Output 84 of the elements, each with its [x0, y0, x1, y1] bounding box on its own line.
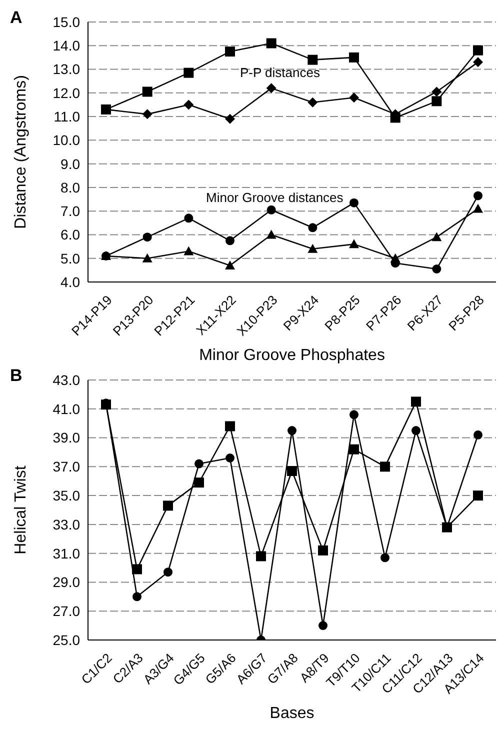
point [266, 38, 276, 48]
point [432, 232, 442, 242]
point [473, 204, 483, 213]
y-tick-label: 5.0 [60, 250, 80, 266]
point [184, 100, 194, 110]
point [142, 253, 152, 262]
y-axis-title: Helical Twist [12, 465, 30, 554]
y-tick-label: 14.0 [52, 38, 80, 54]
point [184, 214, 194, 223]
x-axis-title: Minor Groove Phosphates [199, 347, 385, 364]
y-tick-label: 39.0 [52, 430, 80, 446]
point [163, 500, 173, 511]
point [132, 564, 142, 574]
point [318, 545, 328, 556]
point [432, 96, 442, 106]
y-tick-label: 27.0 [52, 603, 80, 620]
y-tick-label: 35.0 [52, 488, 80, 504]
annotation: Minor Groove distances [206, 190, 344, 205]
point [349, 92, 359, 103]
chart-title: A [10, 8, 22, 28]
annotation: P-P distances [240, 65, 320, 80]
y-tick-label: 43.0 [52, 372, 80, 388]
point [164, 568, 172, 577]
point [266, 230, 276, 239]
point [226, 454, 234, 462]
y-tick-label: 33.0 [52, 516, 80, 532]
point [184, 68, 194, 78]
y-tick-label: 4.0 [60, 274, 80, 290]
y-tick-label: 41.0 [52, 400, 80, 417]
point [350, 410, 358, 420]
point [318, 621, 328, 630]
point [474, 430, 482, 440]
point [225, 114, 235, 124]
point [349, 52, 359, 62]
x-axis-title: Bases [270, 705, 314, 722]
point [142, 86, 152, 97]
point [142, 109, 152, 120]
y-tick-label: 25.0 [52, 632, 80, 648]
point [308, 223, 318, 232]
point [380, 553, 390, 562]
point [132, 592, 142, 602]
y-tick-label: 13.0 [52, 61, 80, 78]
point [308, 97, 318, 108]
y-tick-label: 29.0 [52, 574, 80, 590]
point [308, 54, 318, 65]
y-tick-label: 9.0 [60, 156, 80, 172]
y-tick-label: 15.0 [52, 14, 80, 30]
point [473, 45, 483, 56]
point [184, 246, 194, 256]
y-tick-label: 8.0 [60, 179, 80, 196]
point [349, 444, 359, 454]
point [226, 236, 234, 246]
point [350, 198, 358, 208]
point [349, 239, 359, 248]
y-tick-label: 11.0 [54, 108, 80, 125]
point [225, 260, 235, 270]
y-tick-label: 6.0 [60, 226, 80, 243]
point [432, 86, 442, 97]
y-tick-label: 10.0 [52, 132, 80, 148]
point [308, 244, 318, 253]
point [266, 205, 276, 214]
y-tick-label: 31.0 [52, 545, 80, 562]
y-tick-label: 7.0 [60, 203, 80, 220]
point [411, 396, 421, 407]
point [380, 462, 390, 472]
y-tick-label: 37.0 [52, 458, 80, 475]
y-tick-label: 12.0 [52, 84, 80, 101]
point [256, 551, 266, 562]
point [266, 83, 276, 94]
y-axis-title: Distance (Angstroms) [12, 75, 30, 229]
point [412, 426, 420, 436]
point [225, 421, 235, 432]
point [473, 490, 483, 501]
point [474, 191, 482, 200]
point [142, 232, 152, 242]
point [225, 46, 235, 57]
point [288, 426, 296, 436]
point [473, 57, 483, 68]
chart-title: B [10, 366, 22, 386]
point [287, 466, 297, 476]
point [432, 264, 442, 274]
point [194, 478, 204, 488]
point [194, 459, 204, 468]
point [390, 253, 400, 262]
